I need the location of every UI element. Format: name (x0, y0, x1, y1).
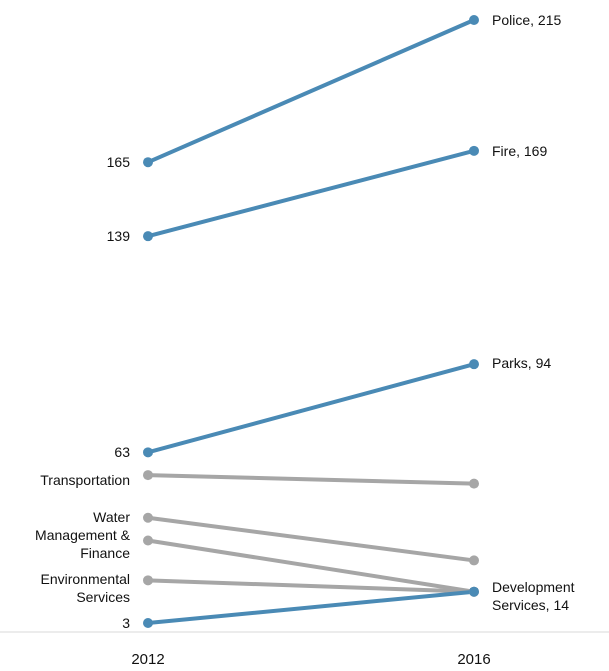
left-label-development-services: 3 (122, 615, 130, 631)
right-label-parks: Parks, 94 (492, 355, 551, 371)
left-label-water: Water (93, 509, 130, 525)
right-label-fire: Fire, 169 (492, 143, 547, 159)
data-point-police-2012 (143, 157, 153, 168)
series-labels: 165 139 63 Transportation Water Management & F… (35, 12, 575, 631)
data-point-transportation-2016 (469, 478, 479, 489)
data-point-fire-2016 (469, 145, 479, 156)
data-point-environmental-services-2012 (143, 575, 153, 586)
data-point-development-services-2016 (469, 586, 479, 597)
data-point-parks-2012 (143, 447, 153, 458)
series-line-fire (146, 148, 476, 239)
series-line-environmental-services (146, 578, 476, 594)
data-point-parks-2016 (469, 359, 479, 370)
data-point-management-finance-2012 (143, 535, 153, 546)
data-point-police-2016 (469, 15, 479, 25)
x-tick-label-2012: 2012 (131, 651, 164, 668)
data-point-fire-2012 (143, 231, 153, 242)
x-tick-label-2016: 2016 (457, 651, 490, 668)
series-line-development-services (146, 589, 476, 625)
left-label-environmental-services: Environmental Services (41, 571, 131, 605)
series-line-management-finance (146, 538, 476, 594)
series-line-water (146, 515, 476, 563)
data-point-development-services-2012 (143, 618, 153, 628)
left-label-transportation: Transportation (40, 472, 130, 488)
data-point-water-2016 (469, 555, 479, 566)
left-label-fire: 139 (107, 228, 131, 244)
right-label-police: Police, 215 (492, 12, 561, 28)
left-label-management-finance: Management & Finance (35, 527, 131, 561)
series-line-police (146, 18, 476, 165)
data-point-transportation-2012 (143, 470, 153, 481)
series-lines (146, 18, 476, 625)
left-label-police: 165 (107, 154, 131, 170)
data-point-water-2012 (143, 512, 153, 523)
series-line-transportation (146, 473, 476, 486)
series-line-parks (146, 362, 476, 455)
series-points (143, 15, 479, 628)
left-label-parks: 63 (114, 444, 130, 460)
right-label-development-services: Development Services, 14 (492, 579, 575, 613)
